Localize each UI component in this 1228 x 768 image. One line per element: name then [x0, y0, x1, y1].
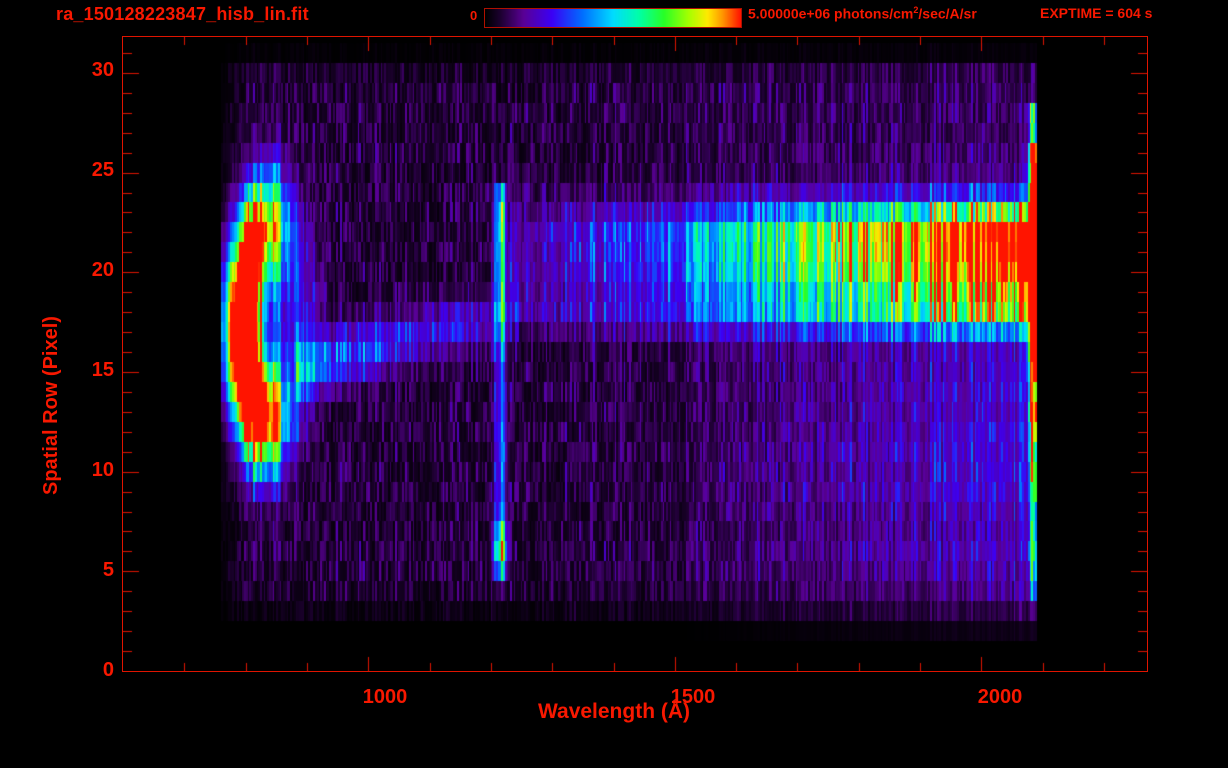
plot-frame — [122, 36, 1148, 672]
exptime-label: EXPTIME = 604 s — [1040, 5, 1153, 21]
colorbar-max-value: 5.00000e+06 — [748, 5, 831, 22]
colorbar-min-label: 0 — [470, 8, 478, 23]
y-tick-label: 5 — [102, 559, 114, 581]
y-tick-label: 15 — [91, 359, 114, 381]
y-tick-label: 25 — [91, 159, 114, 181]
y-axis-label: Spatial Row (Pixel) — [40, 316, 62, 495]
x-axis-label: Wavelength (Å) — [537, 700, 691, 723]
x-tick-label: 1500 — [670, 686, 716, 708]
colorbar-units-exponent: 2 — [913, 5, 919, 15]
spectrum-heatmap — [123, 37, 1147, 671]
y-tick-label: 10 — [91, 459, 114, 481]
y-tick-label-group: 0 5 10 15 20 25 30 — [62, 0, 114, 768]
x-tick-label: 1000 — [362, 686, 408, 708]
y-tick-label: 0 — [102, 659, 114, 681]
colorbar-max-label: 5.00000e+06 photons/cm2/sec/A/sr — [748, 5, 977, 22]
y-tick-label: 20 — [91, 259, 114, 281]
page-title: ra_150128223847_hisb_lin.fit — [56, 4, 309, 24]
y-tick-label: 30 — [91, 59, 114, 81]
x-tick-label: 2000 — [977, 686, 1023, 708]
colorbar — [484, 8, 742, 28]
colorbar-units-post: /sec/A/sr — [918, 5, 977, 22]
colorbar-units-pre: photons/cm — [830, 5, 914, 22]
